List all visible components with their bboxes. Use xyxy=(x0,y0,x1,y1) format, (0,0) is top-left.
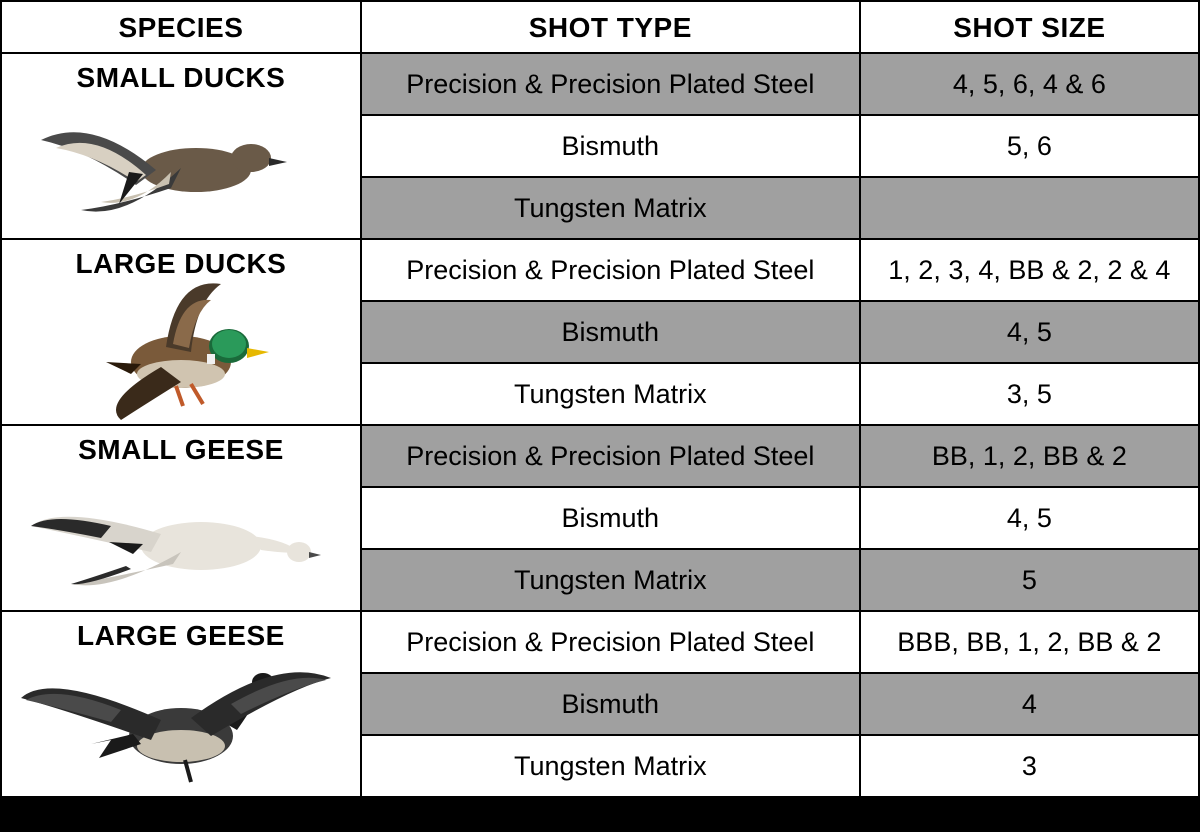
shot-type-cell: Precision & Precision Plated Steel xyxy=(361,425,860,487)
shot-size-cell: 4, 5 xyxy=(860,487,1199,549)
shot-type-cell: Precision & Precision Plated Steel xyxy=(361,53,860,115)
shot-size-cell: 1, 2, 3, 4, BB & 2, 2 & 4 xyxy=(860,239,1199,301)
shot-size-cell: BBB, BB, 1, 2, BB & 2 xyxy=(860,611,1199,673)
shot-type-cell: Tungsten Matrix xyxy=(361,363,860,425)
snow-goose-icon xyxy=(21,460,341,600)
header-shot-size: SHOT SIZE xyxy=(860,1,1199,53)
small-duck-icon xyxy=(31,88,331,228)
shot-size-cell: 4, 5 xyxy=(860,301,1199,363)
canada-goose-icon xyxy=(11,630,351,830)
species-label: SMALL GEESE xyxy=(2,434,360,466)
shot-type-cell: Bismuth xyxy=(361,115,860,177)
shot-size-cell: 4, 5, 6, 4 & 6 xyxy=(860,53,1199,115)
shot-type-cell: Bismuth xyxy=(361,673,860,735)
shot-type-cell: Tungsten Matrix xyxy=(361,177,860,239)
shot-type-cell: Tungsten Matrix xyxy=(361,549,860,611)
shot-size-cell: 5, 6 xyxy=(860,115,1199,177)
species-cell-large-ducks: LARGE DUCKS xyxy=(1,239,361,425)
species-label: LARGE GEESE xyxy=(2,620,360,652)
header-species: SPECIES xyxy=(1,1,361,53)
shot-size-cell: 3 xyxy=(860,735,1199,797)
shot-size-cell: 3, 5 xyxy=(860,363,1199,425)
shot-size-cell: 5 xyxy=(860,549,1199,611)
species-cell-small-ducks: SMALL DUCKS xyxy=(1,53,361,239)
species-cell-small-geese: SMALL GEESE xyxy=(1,425,361,611)
species-cell-large-geese: LARGE GEESE xyxy=(1,611,361,797)
shot-type-cell: Tungsten Matrix xyxy=(361,735,860,797)
table-row: SMALL DUCKS Precision & Precision Plated… xyxy=(1,53,1199,115)
table-header-row: SPECIES SHOT TYPE SHOT SIZE xyxy=(1,1,1199,53)
shot-type-cell: Precision & Precision Plated Steel xyxy=(361,239,860,301)
shot-size-cell: BB, 1, 2, BB & 2 xyxy=(860,425,1199,487)
shot-size-table: SPECIES SHOT TYPE SHOT SIZE SMALL DUCKS xyxy=(0,0,1200,798)
table-row: SMALL GEESE Precision & Precis xyxy=(1,425,1199,487)
table-row: LARGE DUCKS xyxy=(1,239,1199,301)
shot-type-cell: Bismuth xyxy=(361,301,860,363)
species-label: LARGE DUCKS xyxy=(2,248,360,280)
mallard-icon xyxy=(41,274,321,424)
header-shot-type: SHOT TYPE xyxy=(361,1,860,53)
shot-type-cell: Precision & Precision Plated Steel xyxy=(361,611,860,673)
shot-size-cell xyxy=(860,177,1199,239)
table-row: LARGE GEESE xyxy=(1,611,1199,673)
species-label: SMALL DUCKS xyxy=(2,62,360,94)
shot-type-cell: Bismuth xyxy=(361,487,860,549)
shot-size-cell: 4 xyxy=(860,673,1199,735)
